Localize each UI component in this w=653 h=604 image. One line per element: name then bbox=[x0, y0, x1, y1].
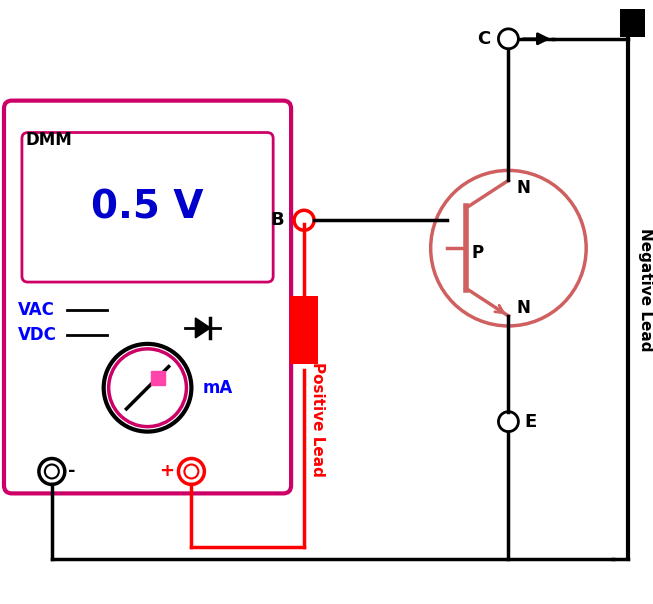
FancyBboxPatch shape bbox=[22, 132, 273, 282]
Text: 0.5 V: 0.5 V bbox=[91, 188, 204, 226]
Text: N: N bbox=[517, 179, 530, 198]
Text: B: B bbox=[270, 211, 284, 230]
Circle shape bbox=[294, 210, 314, 230]
Text: Negative Lead: Negative Lead bbox=[639, 228, 653, 352]
Circle shape bbox=[498, 29, 518, 49]
Circle shape bbox=[45, 464, 59, 478]
Text: DMM: DMM bbox=[26, 130, 72, 149]
Text: -: - bbox=[68, 463, 75, 480]
Text: +: + bbox=[159, 463, 174, 480]
Text: P: P bbox=[471, 244, 484, 262]
Text: VAC: VAC bbox=[18, 301, 55, 319]
Text: Positive Lead: Positive Lead bbox=[310, 362, 325, 477]
Circle shape bbox=[108, 349, 186, 426]
Circle shape bbox=[178, 458, 204, 484]
Circle shape bbox=[184, 464, 199, 478]
Circle shape bbox=[39, 458, 65, 484]
Text: E: E bbox=[524, 413, 537, 431]
Circle shape bbox=[104, 344, 191, 432]
Text: C: C bbox=[477, 30, 490, 48]
Circle shape bbox=[498, 412, 518, 432]
Text: VDC: VDC bbox=[18, 326, 57, 344]
Circle shape bbox=[431, 170, 586, 326]
Bar bbox=[290, 296, 318, 364]
Text: mA: mA bbox=[202, 379, 232, 397]
Polygon shape bbox=[195, 318, 210, 338]
Bar bbox=[620, 9, 645, 37]
Text: N: N bbox=[517, 299, 530, 317]
FancyBboxPatch shape bbox=[4, 101, 291, 493]
